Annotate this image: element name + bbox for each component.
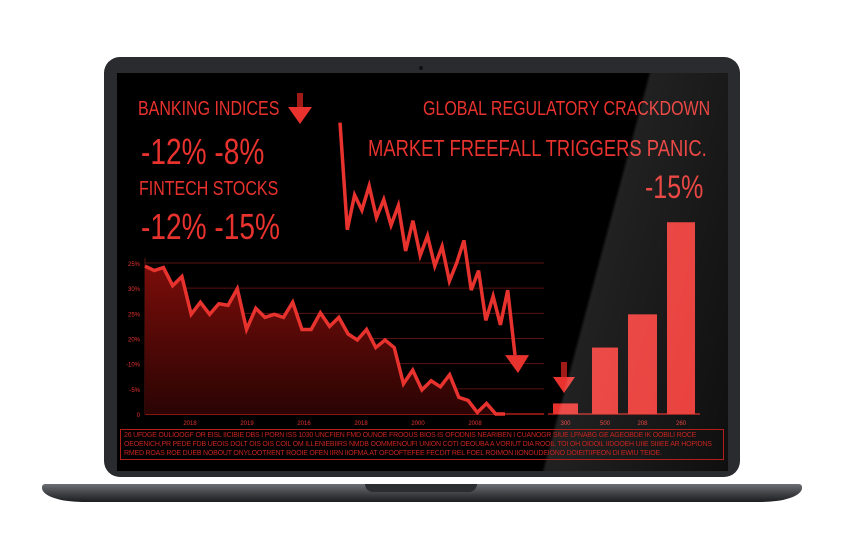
fintech-stocks-values: -12% -15% [141,206,280,247]
laptop-base [42,484,802,502]
area-series-line [144,264,505,416]
headline-regulatory: GLOBAL REGULATORY CRACKDOWN [423,98,711,120]
x-tick-label: 2018 [354,421,368,427]
bar-callout: -15% [645,169,704,205]
bar [553,403,578,414]
bar [628,314,657,414]
y-tick-label: 30% [128,287,141,293]
bar-category-label: 208 [637,421,648,427]
bar-category-label: 260 [676,421,687,427]
headline-down-arrow-icon [288,107,312,124]
x-tick-label: 2016 [297,421,311,427]
webcam [419,66,423,70]
down-arrow-icon [505,355,529,374]
y-tick-label: 25% [128,262,141,268]
bar-category-label: 500 [600,421,611,427]
banking-indices-values: -12% -8% [141,131,265,172]
bar [592,347,618,414]
y-tick-label: 25% [128,312,141,318]
y-tick-label: 20% [128,338,141,344]
y-tick-label: -5% [129,388,140,394]
fintech-stocks-label: FINTECH STOCKS [139,178,279,200]
caption-text: 26 UFDGE OULIOOGF OR EISL IICIBIE DBS I … [120,429,724,460]
laptop-screen: BANKING INDICES -12% -8% FINTECH STOCKS … [117,73,728,471]
lid-opening-notch [365,484,477,492]
bar-down-arrow-icon [553,377,575,393]
x-tick-label: 2000 [411,421,425,427]
bar-arrow-shaft [561,362,567,378]
banking-indices-label: BANKING INDICES [138,98,280,120]
x-tick-label: 2008 [468,421,482,427]
y-tick-label: -10% [126,363,141,369]
x-tick-label: 2018 [183,421,197,427]
crash-chart: 25% 30% 25% 20% -10% -5% 0 2018 2019 2016 2018 2000… [126,93,700,427]
bar [667,222,695,414]
headline-freefall: MARKET FREEFALL TRIGGERS PANIC. [368,135,707,161]
x-tick-label: 2019 [240,421,254,427]
headline-arrow-shaft [297,93,303,107]
falling-series-line [338,122,517,356]
y-tick-label: 0 [137,413,141,419]
bar-category-label: 300 [560,421,571,427]
